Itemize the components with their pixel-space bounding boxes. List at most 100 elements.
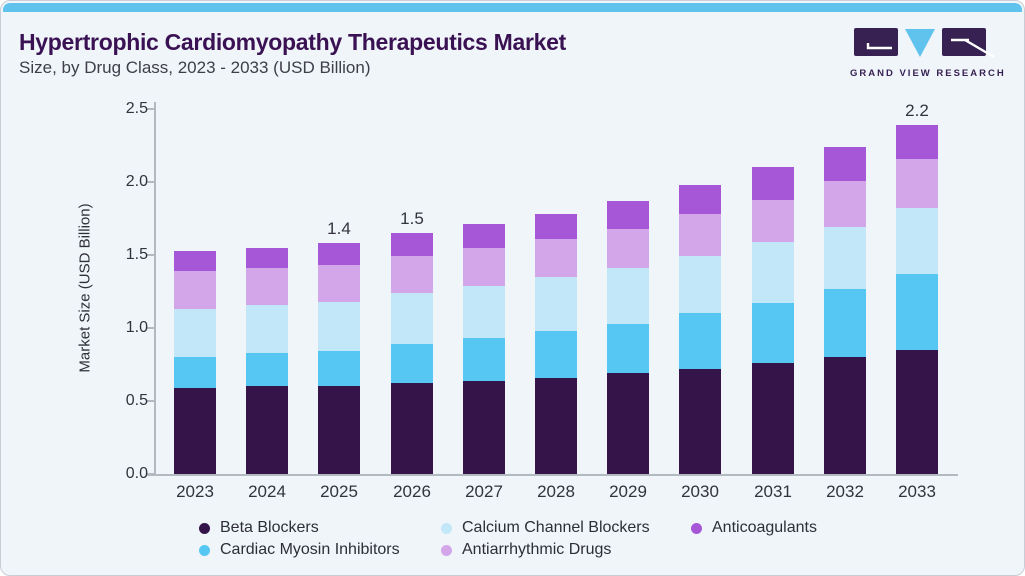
bar-segment-2027-beta-blockers	[463, 380, 505, 474]
bar-segment-2025-beta-blockers	[318, 386, 360, 474]
bar-value-label-2025: 1.4	[327, 219, 351, 239]
y-tick-label: 1.5	[125, 246, 148, 263]
y-tick-label: 2.5	[125, 100, 148, 117]
x-tick-label-2027: 2027	[465, 482, 503, 501]
legend-swatch-icon	[441, 522, 452, 534]
bar-segment-2029-anticoagulants	[607, 200, 649, 229]
bar-segment-2023-beta-blockers	[174, 387, 216, 474]
bar-segment-2033-anticoagulants	[896, 125, 938, 159]
bar-segment-2025-antiarrhythmic-drugs	[318, 265, 360, 302]
y-tick-label: 1.0	[125, 319, 148, 336]
legend-item-cardiac-myosin-inhibitors: Cardiac Myosin Inhibitors	[199, 541, 400, 559]
bar-segment-2025-cardiac-myosin-inhibitors	[318, 351, 360, 387]
legend-swatch-icon	[199, 522, 210, 534]
bar-2028	[535, 214, 577, 474]
bar-segment-2029-antiarrhythmic-drugs	[607, 228, 649, 269]
bar-value-label-2033: 2.2	[905, 101, 929, 121]
page-title: Hypertrophic Cardiomyopathy Therapeutics…	[19, 29, 566, 55]
bar-segment-2024-calcium-channel-blockers	[246, 304, 288, 353]
bar-segment-2031-antiarrhythmic-drugs	[752, 199, 794, 242]
legend-label: Anticoagulants	[712, 519, 817, 536]
bar-segment-2029-cardiac-myosin-inhibitors	[607, 323, 649, 374]
bar-segment-2027-cardiac-myosin-inhibitors	[463, 338, 505, 381]
bar-segment-2030-calcium-channel-blockers	[679, 256, 721, 314]
bar-segment-2029-beta-blockers	[607, 373, 649, 474]
y-axis-line	[154, 102, 156, 475]
bar-segment-2026-cardiac-myosin-inhibitors	[391, 344, 433, 384]
bar-2029	[607, 200, 649, 474]
legend-label: Beta Blockers	[220, 519, 319, 536]
page-subtitle: Size, by Drug Class, 2023 - 2033 (USD Bi…	[19, 58, 371, 77]
legend-item-beta-blockers: Beta Blockers	[199, 519, 319, 537]
bar-2032	[824, 146, 866, 474]
x-tick-label-2024: 2024	[248, 482, 286, 501]
bar-segment-2024-antiarrhythmic-drugs	[246, 268, 288, 305]
x-tick-label-2032: 2032	[826, 482, 864, 501]
y-tick-mark	[147, 400, 154, 402]
legend-label: Antiarrhythmic Drugs	[462, 541, 612, 558]
bar-segment-2027-antiarrhythmic-drugs	[463, 247, 505, 286]
bar-segment-2030-antiarrhythmic-drugs	[679, 214, 721, 257]
y-tick-mark	[147, 254, 154, 256]
y-tick-label: 0.5	[125, 392, 148, 409]
legend-swatch-icon	[691, 522, 702, 534]
bar-segment-2028-calcium-channel-blockers	[535, 276, 577, 331]
bar-value-label-2026: 1.5	[400, 209, 424, 229]
legend-swatch-icon	[441, 544, 452, 556]
legend-swatch-icon	[199, 544, 210, 556]
bar-segment-2028-anticoagulants	[535, 214, 577, 239]
y-axis-title: Market Size (USD Billion)	[76, 203, 94, 373]
x-axis-line	[147, 474, 958, 476]
bar-segment-2033-antiarrhythmic-drugs	[896, 158, 938, 209]
y-tick-mark	[147, 181, 154, 183]
bar-segment-2031-beta-blockers	[752, 363, 794, 474]
bar-segment-2023-calcium-channel-blockers	[174, 309, 216, 358]
bar-2023	[174, 250, 216, 474]
bar-segment-2029-calcium-channel-blockers	[607, 268, 649, 324]
bar-segment-2032-beta-blockers	[824, 357, 866, 474]
bar-2027	[463, 224, 505, 474]
bar-segment-2032-antiarrhythmic-drugs	[824, 180, 866, 228]
bar-segment-2023-anticoagulants	[174, 250, 216, 272]
x-tick-label-2025: 2025	[320, 482, 358, 501]
y-tick-mark	[147, 108, 154, 110]
bar-segment-2033-calcium-channel-blockers	[896, 208, 938, 274]
x-tick-label-2028: 2028	[537, 482, 575, 501]
bar-2026	[391, 233, 433, 474]
bar-segment-2026-anticoagulants	[391, 233, 433, 257]
grand-view-research-logo: GRAND VIEW RESEARCH	[850, 26, 1006, 79]
x-tick-label-2029: 2029	[609, 482, 647, 501]
y-tick-mark	[147, 327, 154, 329]
gvr-logo-wordmark: GRAND VIEW RESEARCH	[850, 68, 1006, 79]
bar-segment-2031-anticoagulants	[752, 167, 794, 200]
bar-2025	[318, 243, 360, 474]
bar-2031	[752, 167, 794, 474]
bar-segment-2033-cardiac-myosin-inhibitors	[896, 273, 938, 350]
legend-label: Calcium Channel Blockers	[462, 519, 650, 536]
x-tick-label-2030: 2030	[681, 482, 719, 501]
bar-segment-2030-anticoagulants	[679, 184, 721, 215]
bar-segment-2033-beta-blockers	[896, 349, 938, 474]
bar-segment-2031-cardiac-myosin-inhibitors	[752, 303, 794, 363]
y-tick-label: 2.0	[125, 173, 148, 190]
bar-2033	[896, 125, 938, 474]
bar-2030	[679, 184, 721, 474]
bar-segment-2025-calcium-channel-blockers	[318, 301, 360, 352]
x-tick-label-2026: 2026	[393, 482, 431, 501]
bar-segment-2032-anticoagulants	[824, 146, 866, 181]
bar-segment-2028-cardiac-myosin-inhibitors	[535, 330, 577, 378]
bar-segment-2024-cardiac-myosin-inhibitors	[246, 352, 288, 387]
x-tick-label-2023: 2023	[176, 482, 214, 501]
x-tick-label-2033: 2033	[898, 482, 936, 501]
bar-2024	[246, 247, 288, 474]
bar-segment-2026-beta-blockers	[391, 383, 433, 474]
top-accent-bar	[3, 3, 1022, 12]
bar-segment-2032-calcium-channel-blockers	[824, 227, 866, 289]
y-tick-mark	[147, 473, 154, 475]
bar-segment-2026-calcium-channel-blockers	[391, 292, 433, 345]
legend-item-antiarrhythmic-drugs: Antiarrhythmic Drugs	[441, 541, 611, 559]
bar-segment-2024-beta-blockers	[246, 386, 288, 474]
legend-item-calcium-channel-blockers: Calcium Channel Blockers	[441, 519, 650, 537]
